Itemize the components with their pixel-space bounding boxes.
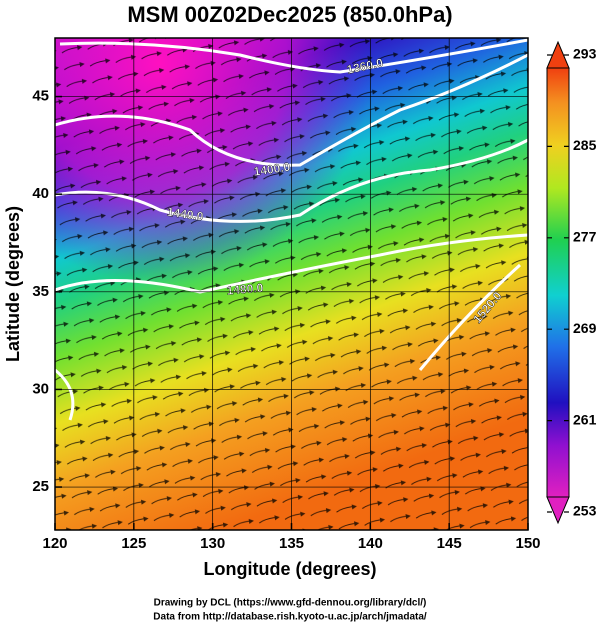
contour-line: [59, 38, 528, 74]
contour-line: [55, 368, 75, 421]
x-tick-label: 125: [121, 535, 146, 552]
y-tick-label: 45: [32, 88, 49, 105]
x-axis-label: Longitude (degrees): [203, 559, 376, 579]
colorbar-tick-label: 285: [573, 137, 597, 153]
x-tick-label: 140: [358, 535, 383, 552]
colorbar-tick-label: 253: [573, 503, 597, 519]
colorbar-min-arrow: [546, 496, 570, 525]
colorbar-tick-label: 269: [573, 320, 597, 336]
title: MSM 00Z02Dec2025 (850.0hPa): [127, 2, 452, 27]
credit: Data from http://database.rish.kyoto-u.a…: [153, 612, 427, 623]
credit: Drawing by DCL (https://www.gfd-dennou.o…: [154, 598, 427, 609]
y-tick-label: 25: [32, 478, 49, 495]
contour-label: 1400.0: [253, 160, 292, 179]
contour-line: [55, 53, 528, 167]
y-tick-label: 35: [32, 283, 49, 300]
x-tick-label: 145: [437, 535, 462, 552]
contours: [55, 38, 528, 421]
x-tick-label: 120: [42, 535, 67, 552]
colorbar-tick-label: 261: [573, 411, 597, 427]
y-tick-label: 40: [32, 185, 49, 202]
contour-label: 1440.0: [166, 205, 205, 224]
contour-label: 1480.0: [226, 281, 264, 298]
colorbar-tick-label: 277: [573, 229, 597, 245]
y-axis-label: Latitude (degrees): [3, 206, 23, 362]
contour-line: [55, 233, 528, 294]
colorbar-tick-label: 293: [573, 46, 597, 62]
x-tick-label: 135: [279, 535, 304, 552]
x-tick-label: 130: [200, 535, 225, 552]
contour-line: [418, 263, 522, 371]
y-tick-label: 30: [32, 380, 49, 397]
colorbar: [546, 67, 570, 498]
contour-line: [55, 138, 528, 223]
x-tick-label: 150: [515, 535, 540, 552]
